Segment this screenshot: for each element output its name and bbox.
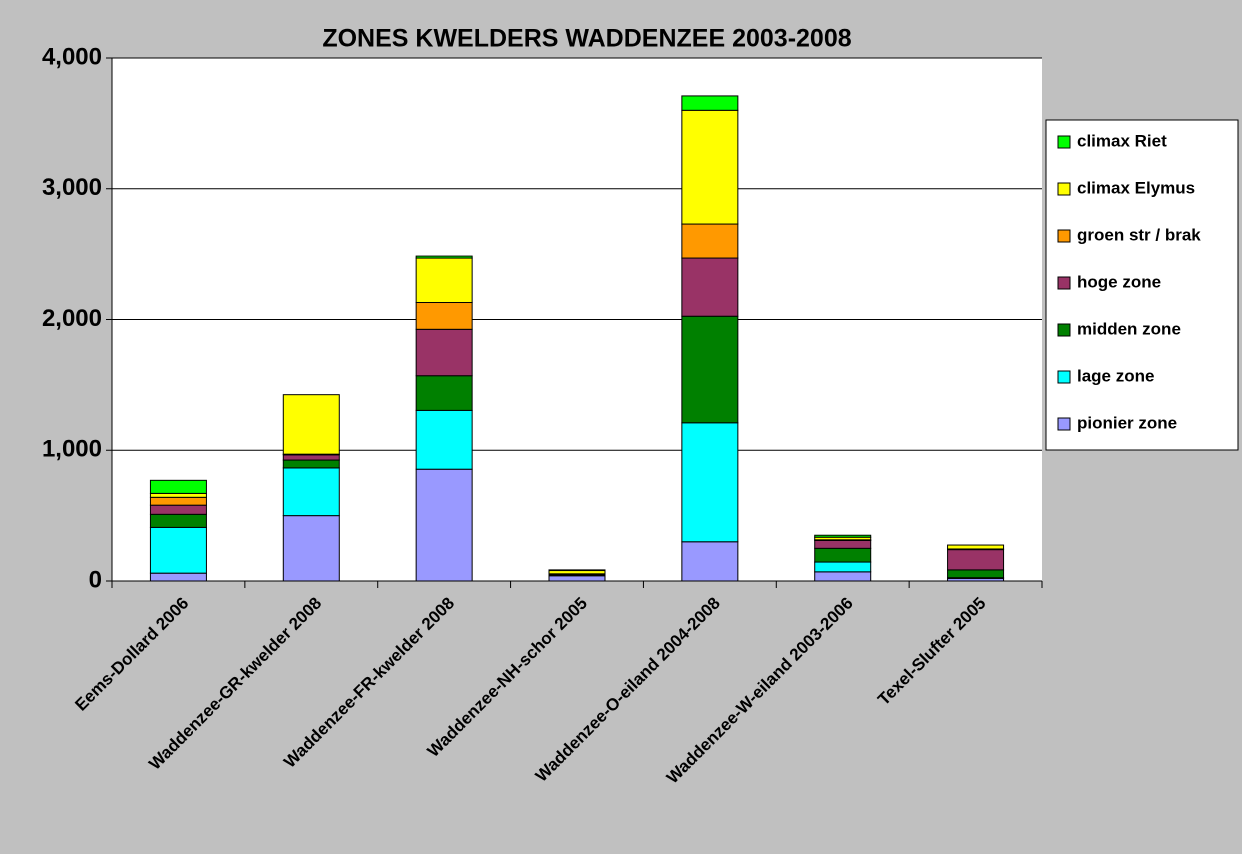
y-tick-label: 1,000 bbox=[42, 436, 102, 463]
legend-label: hoge zone bbox=[1077, 272, 1161, 291]
bar-segment bbox=[149, 504, 207, 515]
bar-segment bbox=[814, 534, 872, 538]
legend-label: groen str / brak bbox=[1077, 225, 1201, 244]
legend-swatch bbox=[1057, 370, 1071, 384]
legend-swatch bbox=[1057, 323, 1071, 337]
bar-segment bbox=[149, 496, 207, 506]
legend-label: climax Riet bbox=[1077, 131, 1167, 150]
chart-title: ZONES KWELDERS WADDENZEE 2003-2008 bbox=[322, 25, 851, 53]
bar-segment bbox=[282, 459, 340, 469]
bar-segment bbox=[415, 255, 473, 259]
bar-segment bbox=[681, 257, 739, 317]
bar-segment bbox=[681, 315, 739, 424]
legend-swatch bbox=[1057, 276, 1071, 290]
bar-segment bbox=[415, 328, 473, 377]
bar-segment bbox=[149, 572, 207, 582]
legend-label: pionier zone bbox=[1077, 413, 1177, 432]
bar-segment bbox=[415, 409, 473, 470]
legend bbox=[1045, 119, 1239, 451]
bar-segment bbox=[681, 422, 739, 543]
y-tick-label: 4,000 bbox=[42, 43, 102, 70]
y-tick-label: 0 bbox=[89, 566, 102, 593]
bar-segment bbox=[415, 375, 473, 411]
bar-segment bbox=[149, 526, 207, 574]
bar-segment bbox=[415, 257, 473, 304]
y-tick-label: 3,000 bbox=[42, 174, 102, 201]
bar-segment bbox=[415, 468, 473, 582]
legend-label: climax Elymus bbox=[1077, 178, 1195, 197]
bar-segment bbox=[681, 541, 739, 582]
bar-segment bbox=[681, 223, 739, 259]
bar-segment bbox=[149, 479, 207, 494]
bar-segment bbox=[282, 515, 340, 582]
bar-segment bbox=[548, 575, 606, 582]
bar-segment bbox=[681, 109, 739, 225]
bar-segment bbox=[149, 513, 207, 528]
legend-swatch bbox=[1057, 182, 1071, 196]
bar-segment bbox=[814, 561, 872, 573]
bar-segment bbox=[814, 547, 872, 563]
bar-segment bbox=[947, 549, 1005, 571]
legend-label: lage zone bbox=[1077, 366, 1154, 385]
bar-segment bbox=[548, 569, 606, 572]
bar-segment bbox=[282, 467, 340, 517]
bar-segment bbox=[814, 539, 872, 549]
legend-label: midden zone bbox=[1077, 319, 1181, 338]
y-tick-label: 2,000 bbox=[42, 305, 102, 332]
bar-segment bbox=[282, 394, 340, 455]
legend-swatch bbox=[1057, 135, 1071, 149]
bar-segment bbox=[282, 454, 340, 461]
bar-segment bbox=[947, 544, 1005, 550]
bar-segment bbox=[681, 95, 739, 111]
bar-segment bbox=[149, 492, 207, 498]
legend-swatch bbox=[1057, 229, 1071, 243]
bar-segment bbox=[415, 302, 473, 330]
bar-segment bbox=[814, 571, 872, 582]
legend-swatch bbox=[1057, 417, 1071, 431]
bar-segment bbox=[947, 569, 1005, 579]
